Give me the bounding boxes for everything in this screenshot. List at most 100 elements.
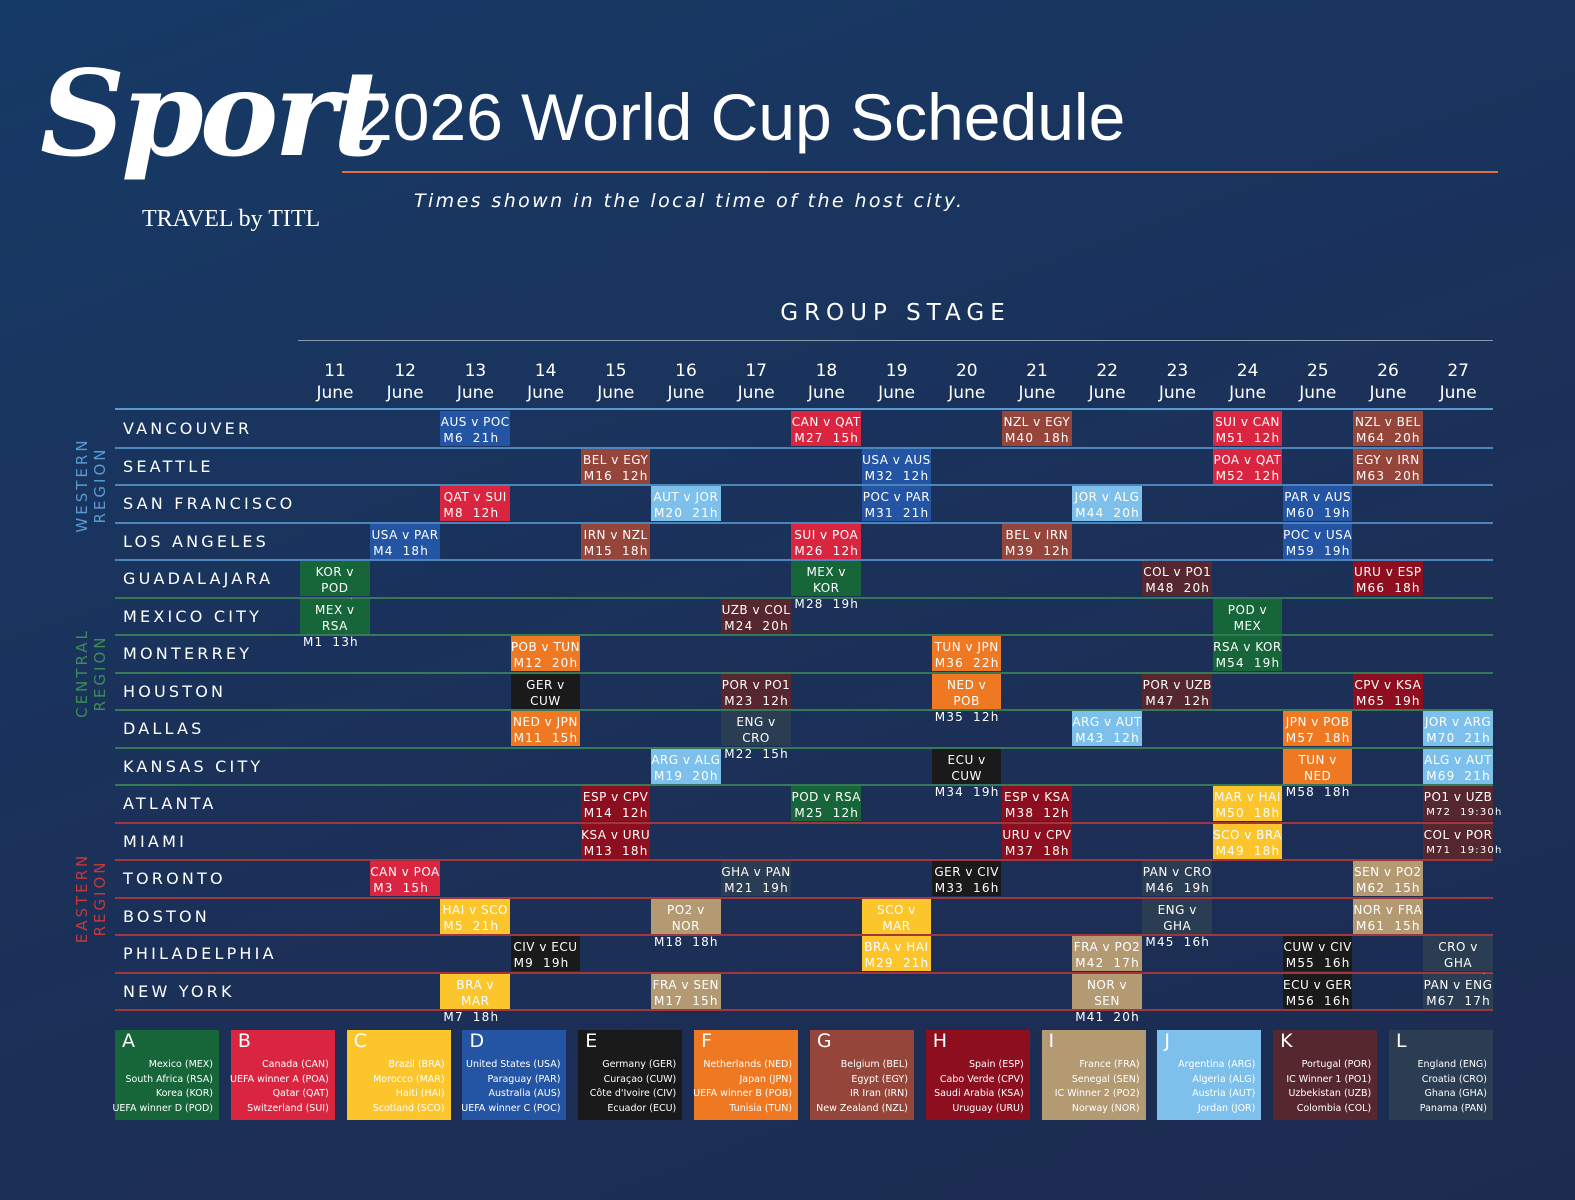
match-id: M58 [1285, 784, 1316, 799]
group-team: Brazil (BRA) [388, 1059, 445, 1070]
match-info: M50 18h [1213, 805, 1283, 821]
group-team: France (FRA) [1079, 1059, 1140, 1070]
match-cell: URU v ESP M66 18h [1353, 561, 1423, 596]
match-time: 12h [622, 468, 649, 483]
day-number: 21 [1026, 361, 1048, 381]
match-time: 20h [1394, 468, 1421, 483]
match-teams: IRN v NZL [583, 527, 648, 542]
group-team: IC Winner 1 (PO1) [1286, 1073, 1372, 1085]
match-cell: BRA v MAR M7 18h [440, 973, 511, 1024]
row-line [115, 709, 1493, 711]
day-header: 23 June [1142, 360, 1212, 404]
day-month: June [1229, 383, 1267, 403]
match-info: M20 21h [651, 505, 721, 521]
match-info: M51 12h [1213, 430, 1283, 446]
match-time: 20h [551, 656, 579, 670]
match-id: M34 [934, 784, 965, 799]
day-month: June [737, 383, 775, 403]
group-team: Jordan (JOR) [1197, 1102, 1256, 1114]
group-team: Korea (KOR) [155, 1088, 213, 1099]
group-letter: D [469, 1030, 485, 1052]
day-number: 26 [1377, 361, 1399, 381]
match-id: M22 [724, 747, 754, 761]
city-name: MONTERREY [123, 644, 253, 663]
match-teams: URU v CPV [1002, 827, 1072, 842]
match-cell: POC v PAR M31 21h [861, 486, 932, 521]
match-id: M51 [1215, 431, 1245, 445]
group-legend: D United States (USA) Paraguay (PAR) Austra… [461, 1030, 567, 1120]
match-time: 17h [1464, 993, 1491, 1008]
match-teams: SCO v BRA [1212, 827, 1282, 842]
match-time: 12h [832, 806, 860, 820]
match-teams: POR v UZB [1142, 677, 1212, 692]
group-team: Uruguay (URU) [952, 1102, 1024, 1114]
group-team: Tunisia (TUN) [729, 1102, 793, 1114]
day-number: 24 [1236, 361, 1259, 381]
match-teams: NOR v SEN [1086, 977, 1128, 1008]
stage-title: GROUP STAGE [780, 300, 1011, 326]
match-teams: POA v QAT [1213, 452, 1282, 467]
match-id: M31 [864, 506, 894, 520]
match-teams: NED v JPN [513, 715, 578, 729]
group-letter: I [1048, 1030, 1055, 1052]
match-cell: JPN v POB M57 18h [1282, 711, 1353, 746]
match-cell: ARG v ALG M19 20h [651, 748, 721, 784]
match-id: M24 [724, 618, 754, 633]
group-letter: B [237, 1030, 251, 1052]
group-team: Panama (PAN) [1419, 1102, 1487, 1114]
city-name: PHILADELPHIA [123, 944, 277, 963]
match-id: M23 [724, 693, 754, 708]
group-team: Egypt (EGY) [851, 1073, 908, 1085]
match-id: M69 [1426, 768, 1456, 783]
match-time: 12h [1043, 806, 1070, 820]
match-teams: BEL v EGY [582, 452, 649, 467]
match-id: M72 [1426, 807, 1452, 818]
row-line [115, 446, 1493, 449]
group-team: New Zealand (NZL) [816, 1102, 908, 1114]
match-id: M42 [1075, 956, 1105, 970]
match-time: 19h [542, 956, 570, 970]
match-time: 20h [762, 618, 789, 633]
row-line [115, 521, 1493, 524]
city-name: MEXICO CITY [123, 606, 263, 626]
match-time: 19:30h [1460, 807, 1503, 818]
match-id: M62 [1356, 881, 1386, 895]
row-line [115, 484, 1493, 486]
match-time: 18h [622, 543, 649, 558]
group-team: UEFA winner B (POB) [693, 1088, 793, 1099]
match-cell: ECU v CUW M34 19h [931, 748, 1002, 799]
group-team: Japan (JPN) [739, 1073, 793, 1085]
match-time: 13h [332, 634, 359, 649]
match-time: 15h [832, 431, 860, 445]
match-teams: QAT v SUI [443, 490, 507, 504]
group-team: Scotland (SCO) [372, 1102, 445, 1114]
row-line [115, 634, 1493, 636]
day-header: 13 June [440, 360, 510, 404]
day-month: June [1369, 383, 1407, 403]
match-id: M9 [513, 956, 534, 970]
match-id: M38 [1005, 806, 1035, 820]
match-cell: SUI v POA M26 12h [791, 523, 862, 559]
match-time: 18h [1253, 806, 1281, 820]
match-teams: ECU v GER [1283, 977, 1353, 992]
group-team: Mexico (MEX) [148, 1059, 213, 1070]
match-info: M55 16h [1283, 955, 1353, 971]
day-month: June [1158, 383, 1196, 403]
match-cell: KOR v PODM220h [300, 561, 370, 611]
row-line [115, 559, 1493, 561]
day-month: June [667, 383, 705, 403]
match-cell: NED v POB M35 12h [931, 673, 1002, 724]
match-id: M19 [654, 768, 684, 783]
match-time: 15h [1394, 881, 1421, 895]
match-cell: NOR v SEN M41 20h [1072, 973, 1142, 1024]
match-time: 12h [1253, 431, 1281, 445]
match-time: 21h [1464, 768, 1491, 783]
title-rule [342, 171, 1498, 173]
match-cell: PAR v AUS M60 19h [1282, 486, 1353, 521]
brand-tagline: TRAVEL by TITL [142, 206, 321, 232]
match-time: 19h [832, 597, 860, 611]
match-time: 12h [1113, 731, 1140, 745]
match-teams: CIV v ECU [513, 940, 578, 954]
match-cell: AUS v POC M6 21h [440, 411, 511, 446]
